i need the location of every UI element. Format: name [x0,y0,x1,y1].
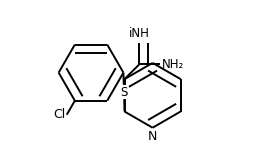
Text: NH₂: NH₂ [162,58,184,71]
Text: S: S [120,86,128,99]
Text: iNH: iNH [129,27,150,40]
Text: N: N [148,130,157,143]
Text: Cl: Cl [54,108,66,121]
